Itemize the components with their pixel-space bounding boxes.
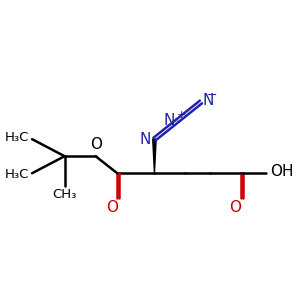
Text: H₃C: H₃C (5, 131, 30, 144)
Text: N: N (139, 132, 151, 147)
Text: O: O (90, 137, 102, 152)
Text: CH₃: CH₃ (52, 188, 77, 201)
Text: OH: OH (270, 164, 293, 179)
Polygon shape (153, 139, 156, 173)
Text: +: + (177, 110, 186, 120)
Text: O: O (106, 200, 118, 214)
Text: H₃C: H₃C (5, 168, 30, 181)
Text: N: N (202, 93, 214, 108)
Text: −: − (206, 89, 217, 102)
Text: N: N (163, 113, 175, 128)
Text: O: O (230, 200, 242, 214)
